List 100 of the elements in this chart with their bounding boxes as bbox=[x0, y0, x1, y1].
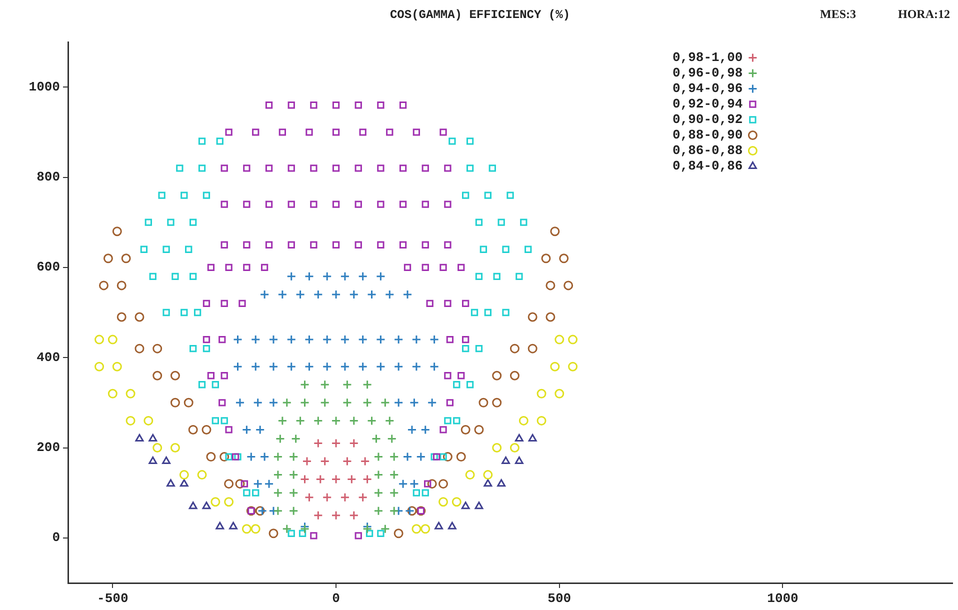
point bbox=[288, 470, 298, 480]
point bbox=[362, 398, 372, 408]
point bbox=[98, 280, 108, 290]
point bbox=[407, 506, 417, 516]
point bbox=[492, 398, 502, 408]
point bbox=[331, 438, 341, 448]
point bbox=[502, 456, 510, 464]
point bbox=[568, 334, 578, 344]
point bbox=[434, 522, 443, 530]
point bbox=[224, 497, 234, 507]
point bbox=[374, 506, 384, 516]
point bbox=[438, 479, 448, 489]
point bbox=[134, 312, 144, 322]
point bbox=[126, 388, 136, 398]
point bbox=[358, 492, 368, 502]
point bbox=[546, 280, 556, 290]
point bbox=[94, 362, 104, 372]
x-tick-label: 0 bbox=[332, 591, 340, 606]
point bbox=[229, 522, 238, 530]
point bbox=[442, 452, 452, 462]
point bbox=[273, 452, 283, 462]
point bbox=[134, 344, 144, 354]
point bbox=[384, 416, 394, 426]
point bbox=[528, 434, 537, 442]
y-tick-label: 0 bbox=[52, 530, 60, 546]
point bbox=[360, 456, 370, 466]
point bbox=[564, 280, 574, 290]
point bbox=[300, 398, 310, 408]
point bbox=[108, 388, 118, 398]
point bbox=[255, 506, 265, 516]
point bbox=[121, 254, 131, 264]
point bbox=[389, 506, 399, 516]
point bbox=[492, 370, 502, 380]
point bbox=[497, 479, 506, 487]
point bbox=[362, 380, 372, 390]
x-tick-label: 1000 bbox=[767, 591, 799, 606]
point bbox=[380, 524, 390, 534]
point bbox=[346, 474, 356, 484]
point bbox=[152, 443, 162, 452]
point bbox=[273, 506, 283, 516]
point bbox=[331, 416, 341, 426]
point bbox=[510, 370, 520, 380]
point bbox=[278, 416, 288, 426]
point bbox=[340, 492, 350, 502]
point bbox=[300, 380, 310, 390]
point bbox=[197, 470, 207, 480]
point bbox=[374, 470, 384, 480]
point bbox=[465, 470, 475, 480]
point bbox=[550, 362, 560, 372]
point bbox=[220, 452, 230, 462]
point bbox=[170, 370, 180, 380]
point bbox=[112, 226, 122, 236]
y-tick-label: 800 bbox=[36, 170, 60, 185]
point bbox=[420, 524, 430, 534]
point bbox=[135, 434, 144, 442]
point bbox=[349, 416, 359, 426]
point bbox=[166, 479, 175, 487]
point bbox=[536, 388, 546, 398]
point bbox=[273, 488, 283, 498]
point bbox=[224, 479, 234, 489]
point bbox=[103, 254, 113, 264]
point bbox=[313, 510, 323, 520]
point bbox=[349, 510, 359, 520]
point bbox=[313, 416, 323, 426]
point bbox=[380, 398, 390, 408]
point bbox=[288, 488, 298, 498]
text: MES:3 bbox=[820, 7, 856, 22]
point bbox=[126, 416, 136, 426]
point bbox=[448, 522, 456, 530]
point bbox=[152, 344, 162, 354]
point bbox=[273, 470, 283, 480]
y-tick-label: 200 bbox=[36, 440, 60, 456]
point bbox=[510, 443, 520, 452]
legend-label: 0,98-1,00 bbox=[672, 50, 743, 66]
point bbox=[374, 488, 384, 498]
point bbox=[148, 456, 158, 464]
legend-label: 0,88-0,90 bbox=[672, 128, 743, 143]
point bbox=[275, 434, 285, 444]
point bbox=[349, 438, 359, 448]
point bbox=[438, 497, 448, 507]
point bbox=[546, 312, 556, 322]
point bbox=[452, 497, 462, 507]
point bbox=[288, 452, 298, 462]
legend-label: 0,90-0,92 bbox=[672, 112, 743, 128]
point bbox=[316, 474, 326, 484]
point bbox=[282, 398, 292, 408]
point bbox=[456, 452, 466, 462]
point bbox=[206, 452, 216, 462]
point bbox=[483, 470, 493, 480]
point bbox=[320, 398, 330, 408]
point bbox=[112, 362, 122, 372]
point bbox=[322, 492, 332, 502]
point bbox=[412, 524, 422, 534]
y-tick-label: 600 bbox=[36, 260, 60, 275]
point bbox=[235, 479, 245, 489]
point bbox=[179, 470, 189, 480]
point bbox=[367, 416, 377, 426]
point bbox=[313, 438, 323, 448]
point bbox=[478, 398, 488, 408]
point bbox=[148, 434, 158, 442]
